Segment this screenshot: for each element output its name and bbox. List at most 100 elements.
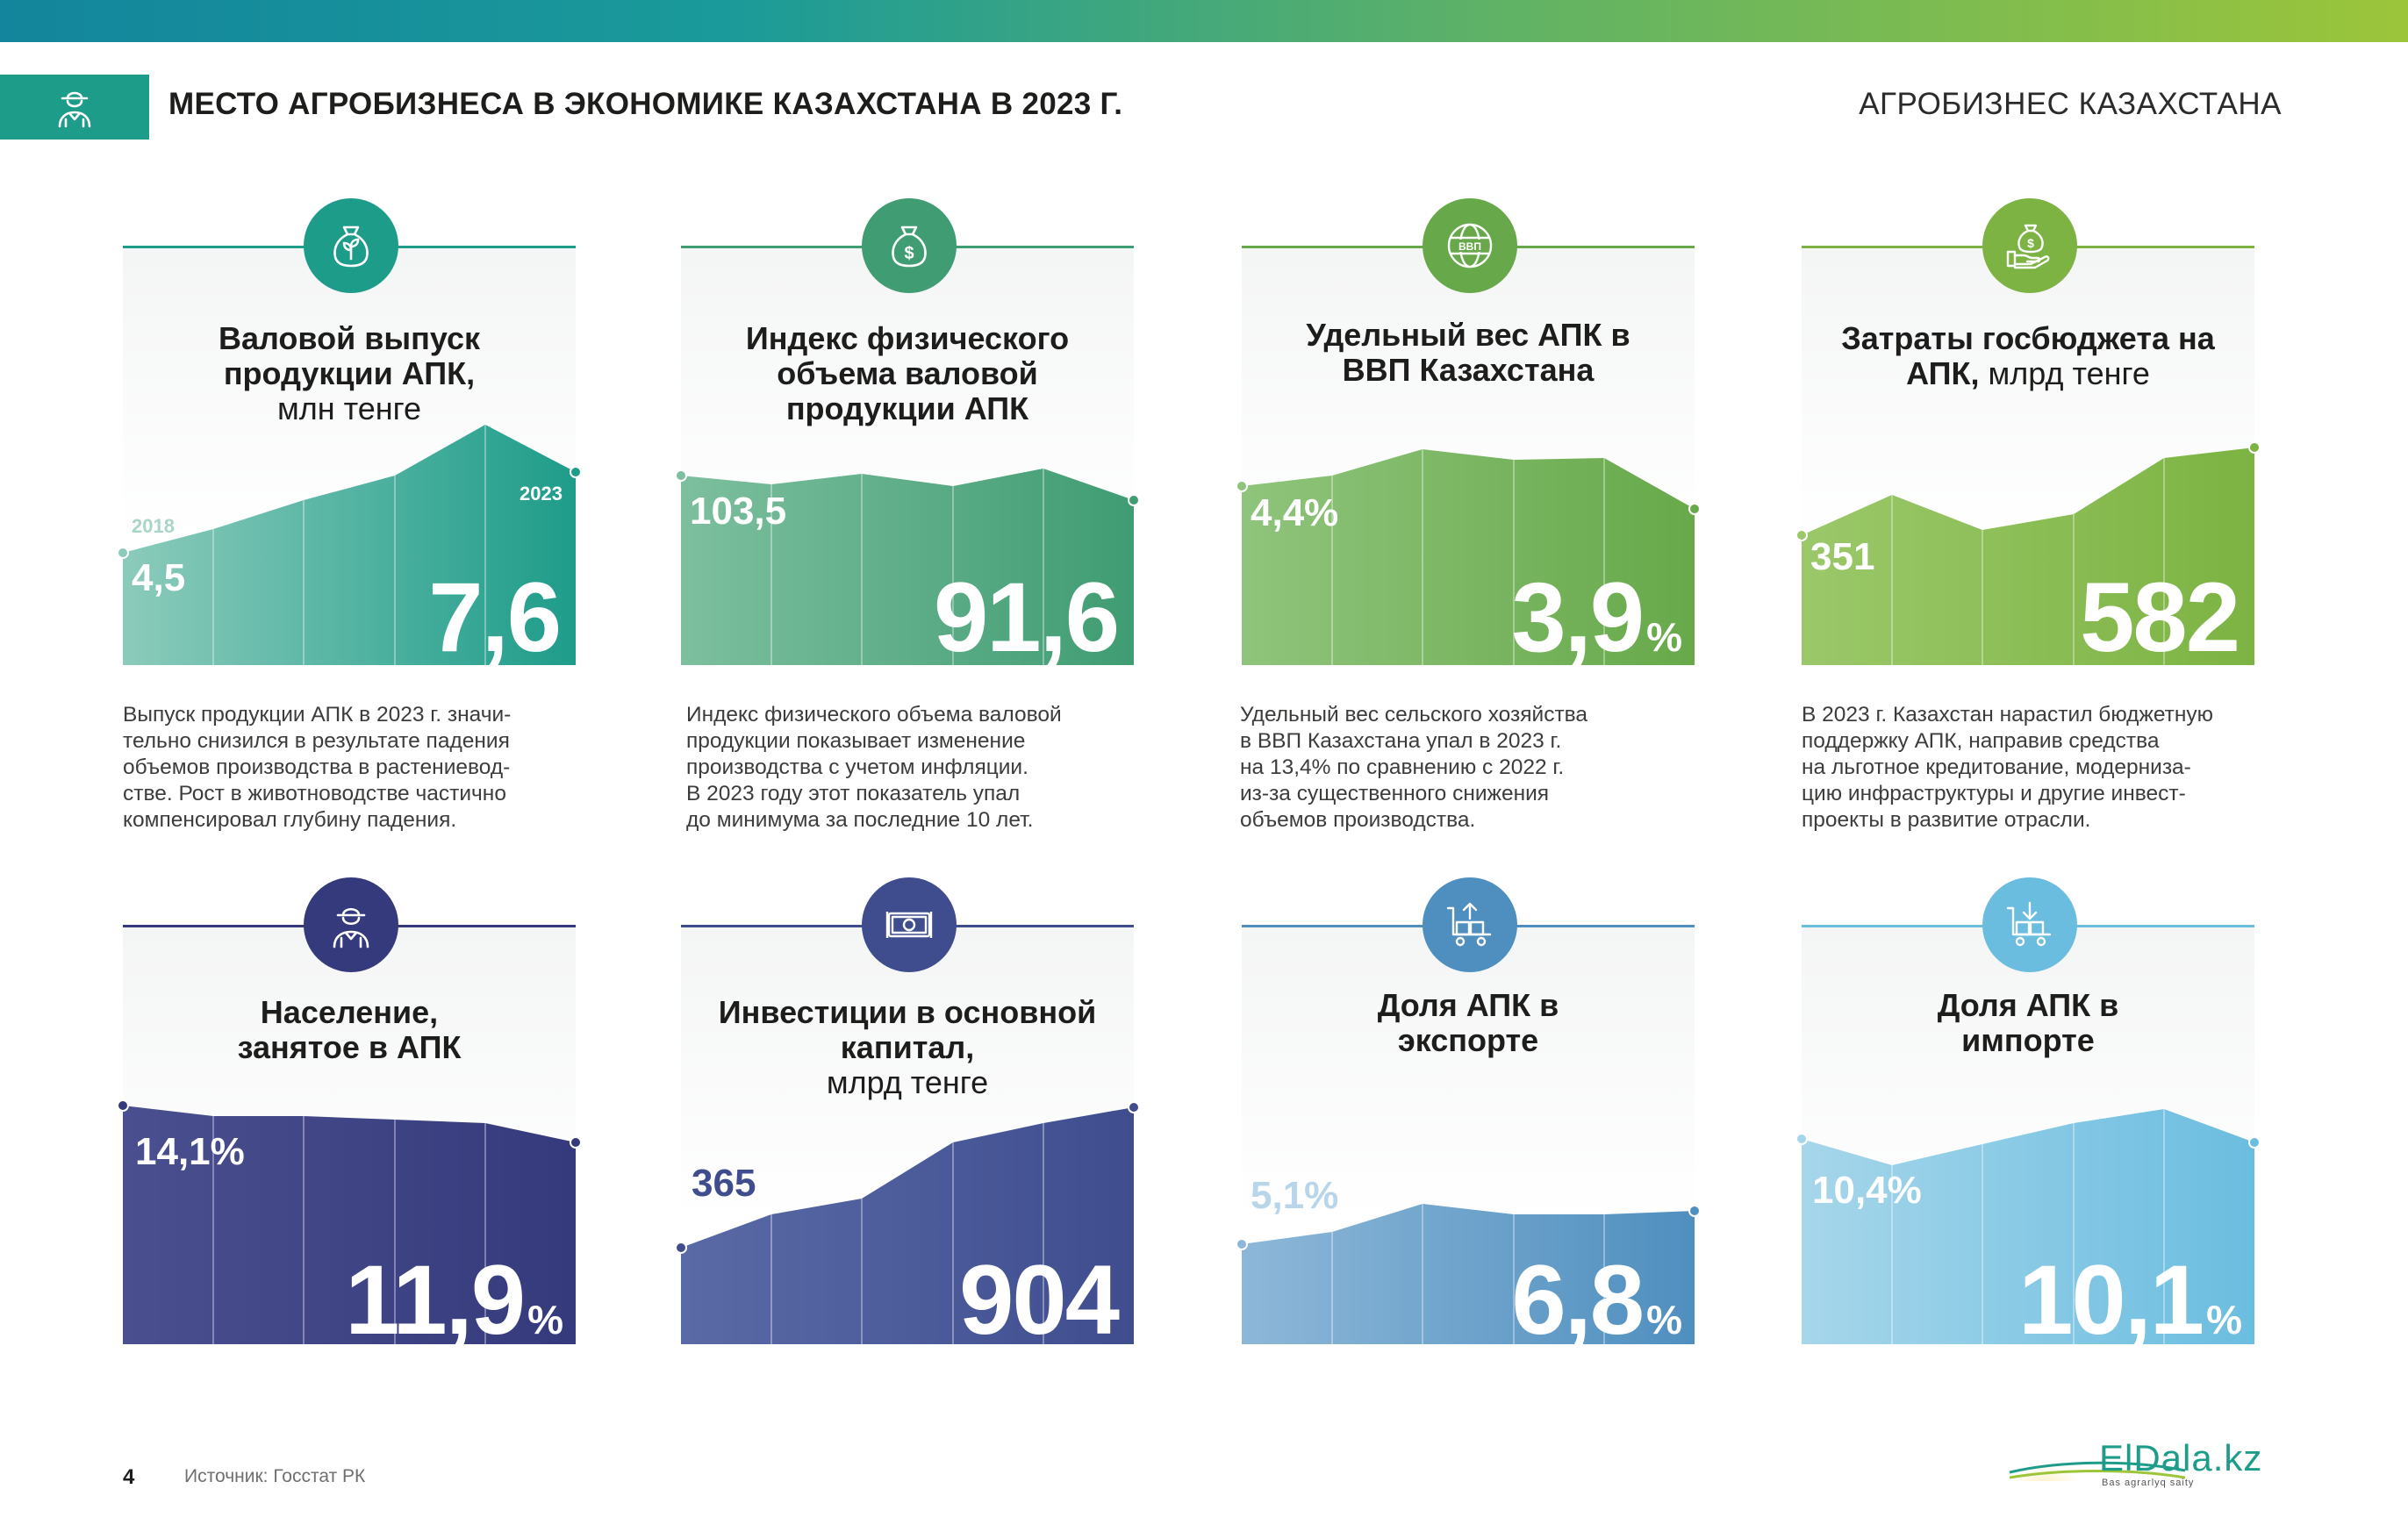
- area-chart: [675, 1101, 1140, 1344]
- card-title: Индекс физического объема валовой продук…: [745, 320, 1070, 426]
- card-description: Удельный вес сельского хозяйства в ВВП К…: [1240, 703, 1588, 832]
- area-fill: [123, 1106, 576, 1344]
- page-title: МЕСТО АГРОБИЗНЕСА В ЭКОНОМИКЕ КАЗАХСТАНА…: [168, 87, 1123, 121]
- card-title: Затраты госбюджета на АПК, млрд тенге: [1819, 321, 2237, 391]
- start-value: 365: [692, 1162, 756, 1205]
- end-value-unit: %: [527, 1297, 563, 1342]
- area-chart: [117, 1099, 582, 1344]
- area-fill: [1802, 1109, 2254, 1344]
- start-value: 14,1%: [135, 1130, 245, 1173]
- start-value: 5,1%: [1251, 1174, 1339, 1217]
- svg-text:$: $: [2027, 236, 2034, 250]
- end-value-number: 6,8: [1511, 1245, 1645, 1355]
- start-value: 351: [1810, 535, 1875, 578]
- area-fill: [123, 425, 576, 665]
- end-value-number: 3,9: [1511, 562, 1645, 672]
- section-title: АГРОБИЗНЕС КАЗАХСТАНА: [1859, 87, 2282, 121]
- area-chart: [117, 425, 582, 665]
- end-value: 10,1%: [2018, 1251, 2242, 1369]
- source-note: Источник: Госстат РК: [184, 1466, 366, 1486]
- start-dot: [1795, 529, 1808, 541]
- farmer-icon: [304, 877, 398, 972]
- end-value-unit: %: [1646, 614, 1682, 660]
- area-chart: [1236, 449, 1701, 665]
- end-value: 904: [959, 1251, 1122, 1369]
- area-fill: [681, 1107, 1134, 1344]
- end-dot: [570, 1136, 582, 1149]
- area-fill: [1802, 447, 2254, 665]
- card-title: Валовой выпуск продукции АПК, млн тенге: [140, 321, 558, 426]
- year-start-label: 2018: [132, 515, 175, 537]
- area-fill: [681, 469, 1134, 665]
- end-value-unit: %: [1646, 1297, 1682, 1342]
- card-description: В 2023 г. Казахстан нарастил бюджетную п…: [1802, 703, 2214, 832]
- end-value: 7,6: [428, 569, 563, 686]
- start-dot: [675, 469, 687, 482]
- start-value: 10,4%: [1812, 1169, 1922, 1212]
- logo-text: ElDala.kz: [2099, 1437, 2263, 1478]
- card-description: Выпуск продукции АПК в 2023 г. значи- те…: [123, 703, 512, 832]
- year-end-label: 2023: [520, 483, 563, 505]
- card-unit: млрд тенге: [1988, 355, 2150, 391]
- start-value: 4,4%: [1251, 491, 1339, 534]
- end-value: 11,9%: [345, 1251, 563, 1369]
- start-value: 4,5: [132, 556, 186, 599]
- card-physical-volume-index: $ Индекс физического объема валовой прод…: [675, 198, 1140, 667]
- end-value: 3,9%: [1511, 569, 1682, 686]
- area-fill: [1242, 1204, 1695, 1344]
- card-title: Удельный вес АПК в ВВП Казахстана: [1306, 317, 1630, 388]
- hand-money-bag-icon: $: [1982, 198, 2077, 293]
- card-title: Доля АПК в экспорте: [1377, 987, 1559, 1058]
- end-value: 91,6: [934, 569, 1122, 686]
- area-chart: [1236, 1204, 1701, 1344]
- header-icon-box: [0, 75, 149, 140]
- start-value: 103,5: [690, 490, 787, 533]
- card-employment: Население, занятое в АПК 14,1% 11,9%: [117, 877, 582, 1349]
- card-title: Население, занятое в АПК: [237, 994, 462, 1065]
- svg-text:ВВП: ВВП: [1458, 240, 1481, 253]
- end-value: 6,8%: [1511, 1251, 1682, 1369]
- card-state-budget: $ Затраты госбюджета на АПК, млрд тенге …: [1795, 198, 2261, 667]
- start-dot: [117, 547, 129, 559]
- start-dot: [675, 1242, 687, 1254]
- card-description: Индекс физического объема валовой продук…: [686, 703, 1062, 832]
- card-export-share: Доля АПК в экспорте 5,1% 6,8%: [1236, 877, 1701, 1349]
- end-value-number: 11,9: [345, 1245, 526, 1355]
- end-dot: [2248, 1136, 2261, 1149]
- page-number: 4: [123, 1465, 135, 1489]
- area-chart: [675, 469, 1140, 665]
- end-dot: [1128, 1101, 1140, 1113]
- end-dot: [570, 466, 582, 478]
- area-chart: [1795, 441, 2261, 665]
- card-title-text: Валовой выпуск продукции АПК,: [219, 320, 480, 391]
- top-gradient-band: [0, 0, 2408, 42]
- end-dot: [1688, 503, 1701, 515]
- card-gross-output: Валовой выпуск продукции АПК, млн тенге 2…: [117, 198, 582, 667]
- card-import-share: Доля АПК в импорте 10,4% 10,1%: [1795, 877, 2261, 1349]
- end-dot: [1128, 494, 1140, 506]
- card-title: Доля АПК в импорте: [1937, 987, 2119, 1058]
- end-value-number: 7,6: [428, 562, 562, 672]
- area-fill: [1242, 449, 1695, 665]
- logo-tagline: Bas agrarlyq saity: [2102, 1478, 2195, 1488]
- card-gdp-share: ВВП Удельный вес АПК в ВВП Казахстана 4,…: [1236, 198, 1701, 667]
- end-dot: [2248, 441, 2261, 454]
- card-unit: млрд тенге: [826, 1064, 989, 1100]
- end-value-number: 904: [959, 1245, 1120, 1355]
- cart-import-icon: [1982, 877, 2077, 972]
- eldala-logo: [2009, 1435, 2186, 1481]
- end-dot: [1688, 1205, 1701, 1217]
- start-dot: [1236, 1238, 1248, 1250]
- card-unit: млн тенге: [277, 390, 421, 426]
- end-value: 582: [2080, 569, 2242, 686]
- banknotes-icon: [862, 877, 957, 972]
- end-value-unit: %: [2206, 1297, 2242, 1342]
- start-dot: [1236, 480, 1248, 492]
- end-value-number: 582: [2080, 562, 2240, 672]
- money-bag-dollar-icon: $: [862, 198, 957, 293]
- start-dot: [1795, 1133, 1808, 1145]
- card-title-text: Затраты госбюджета на АПК,: [1841, 320, 2215, 391]
- end-value-number: 91,6: [934, 562, 1120, 672]
- card-investment: Инвестиции в основной капитал, млрд тенге…: [675, 877, 1140, 1349]
- card-title: Инвестиции в основной капитал, млрд тенге: [699, 995, 1116, 1100]
